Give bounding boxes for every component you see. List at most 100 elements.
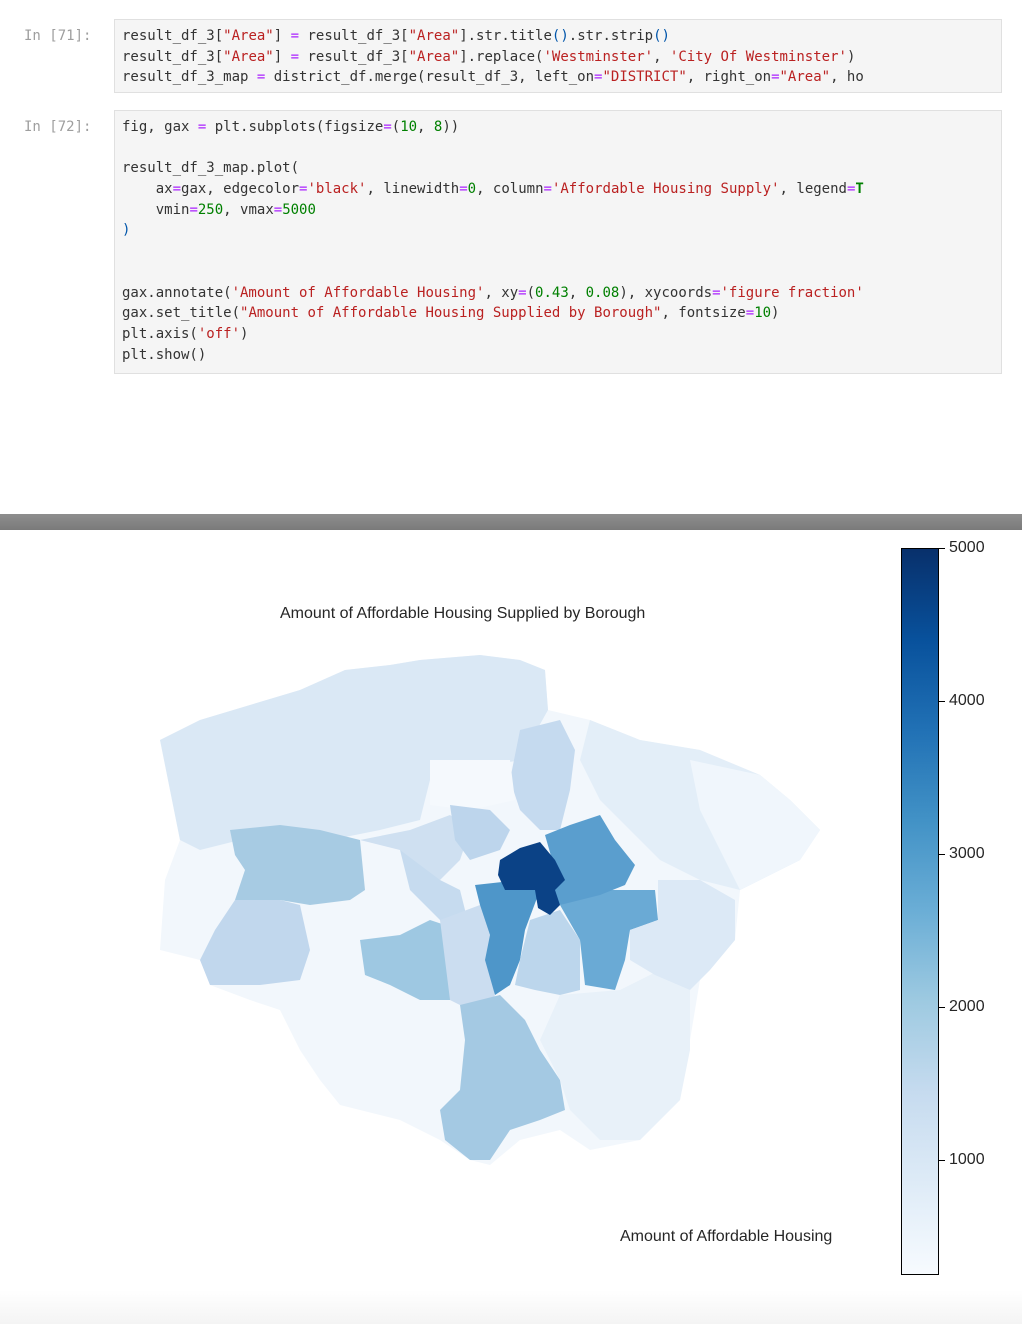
code-token: ( xyxy=(526,284,536,301)
code-token: = xyxy=(256,69,266,86)
code-line: plt.axis('off') xyxy=(122,324,1001,345)
borough-haringey xyxy=(510,720,575,830)
code-line: vmin=250, vmax=5000 xyxy=(122,200,1001,221)
code-token: gax.annotate( xyxy=(122,284,232,301)
code-cell-72[interactable]: In [72]: fig, gax = plt.subplots(figsize… xyxy=(0,100,1022,390)
borough-lewisham xyxy=(560,890,658,990)
code-token: plt.subplots(figsize xyxy=(206,119,384,135)
code-token: = xyxy=(189,201,198,218)
borough-lambeth xyxy=(475,880,540,995)
code-token: district_df.merge(result_df_3, left_on xyxy=(265,69,595,86)
colorbar-tick xyxy=(939,1160,945,1162)
code-token: = xyxy=(459,181,468,198)
code-token: ( xyxy=(391,119,401,135)
colorbar-tick-label: 3000 xyxy=(949,845,985,863)
code-token: 10 xyxy=(400,119,418,135)
code-token: 'Affordable Housing Supply' xyxy=(551,181,780,198)
code-token: = xyxy=(197,119,207,135)
code-token: T xyxy=(855,181,864,198)
colorbar-tick-label: 1000 xyxy=(949,1151,985,1169)
borough-white-center xyxy=(430,760,515,810)
code-line: result_df_3_map.plot( xyxy=(122,158,1001,179)
code-token: = xyxy=(273,201,283,218)
code-token: , column xyxy=(476,181,544,198)
code-token: 0.08 xyxy=(585,284,620,301)
code-token: "Area" xyxy=(779,69,831,86)
code-token: = xyxy=(518,284,527,301)
code-token: ].str.title xyxy=(459,28,552,44)
colorbar-tick-label: 4000 xyxy=(949,692,985,710)
bottom-fade xyxy=(0,1290,1022,1324)
code-token: "Area" xyxy=(408,48,460,65)
borough-newham xyxy=(545,815,635,905)
code-token: () xyxy=(653,28,670,44)
code-token: , legend xyxy=(779,181,847,198)
code-token: result_df_3[ xyxy=(122,28,224,44)
code-token: = xyxy=(745,305,755,322)
code-editor[interactable]: result_df_3["Area"] = result_df_3["Area"… xyxy=(114,19,1002,93)
code-token: .str.strip xyxy=(568,28,654,44)
code-token: ax xyxy=(122,181,173,198)
colorbar-tick xyxy=(939,701,945,703)
borough-bexley xyxy=(630,880,735,990)
code-token: 0 xyxy=(467,181,477,198)
code-token: , xyxy=(653,48,670,65)
code-token: , fontsize xyxy=(661,305,746,322)
output-scroll-divider[interactable] xyxy=(0,514,1022,530)
code-token: "Amount of Affordable Housing Supplied b… xyxy=(240,305,662,322)
plot-title: Amount of Affordable Housing Supplied by… xyxy=(280,605,646,622)
code-token: 'Westminster' xyxy=(543,48,654,65)
code-token: ) xyxy=(122,222,131,239)
code-token: = xyxy=(846,181,856,198)
colorbar-tick xyxy=(939,854,945,856)
code-token: ) xyxy=(240,325,249,342)
code-token: , xyxy=(417,119,434,135)
code-token: result_df_3_map xyxy=(122,69,257,86)
colorbar-tick-label: 5000 xyxy=(949,539,985,556)
code-token: 10 xyxy=(754,305,772,322)
code-token: , ho xyxy=(830,69,864,86)
code-token: 'black' xyxy=(307,181,367,198)
code-token: = xyxy=(290,48,300,65)
code-token: 'City Of Westminster' xyxy=(669,48,847,65)
borough-bromley xyxy=(540,970,690,1140)
code-token: 'figure fraction' xyxy=(720,284,864,301)
code-token: ), xycoords xyxy=(619,284,713,301)
code-token: ] xyxy=(273,48,291,65)
code-token: "Area" xyxy=(408,28,460,44)
code-line: gax.annotate('Amount of Affordable Housi… xyxy=(122,283,1001,304)
code-token: = xyxy=(290,28,300,44)
code-token: ) xyxy=(771,305,780,322)
cell-prompt: In [71]: xyxy=(24,28,92,44)
code-line: ax=gax, edgecolor='black', linewidth=0, … xyxy=(122,179,1001,200)
code-token: gax, edgecolor xyxy=(181,181,300,198)
code-token: plt.show() xyxy=(122,346,207,363)
code-token: result_df_3_map.plot( xyxy=(122,160,300,177)
code-token: vmin xyxy=(122,201,190,218)
code-token: result_df_3[ xyxy=(299,28,409,44)
cell-prompt: In [72]: xyxy=(24,119,92,135)
code-token: () xyxy=(551,28,569,44)
code-token: 8 xyxy=(433,119,443,135)
code-token: 250 xyxy=(197,201,224,218)
code-line: gax.set_title("Amount of Affordable Hous… xyxy=(122,303,1001,324)
borough-harrow-barnet xyxy=(160,655,548,850)
borough-croydon xyxy=(440,995,565,1160)
code-token: "Area" xyxy=(223,28,274,44)
figure-annotation: Amount of Affordable Housing xyxy=(620,1228,833,1245)
code-token: 'off' xyxy=(197,325,241,342)
code-token: , xyxy=(568,284,586,301)
code-token: ) xyxy=(846,48,856,65)
code-cell-71[interactable]: In [71]: result_df_3["Area"] = result_df… xyxy=(0,0,1022,100)
code-token: result_df_3[ xyxy=(122,48,224,65)
code-token: 5000 xyxy=(282,201,316,218)
borough-southwark xyxy=(515,910,580,995)
code-editor[interactable]: fig, gax = plt.subplots(figsize=(10, 8))… xyxy=(114,110,1002,374)
borough-hounslow xyxy=(360,920,460,1000)
code-line: ) xyxy=(122,220,1001,241)
borough-tower-hamlets xyxy=(498,842,565,915)
borough-brent xyxy=(360,815,470,880)
code-token: = xyxy=(543,181,552,198)
colorbar-tick xyxy=(939,1007,945,1009)
